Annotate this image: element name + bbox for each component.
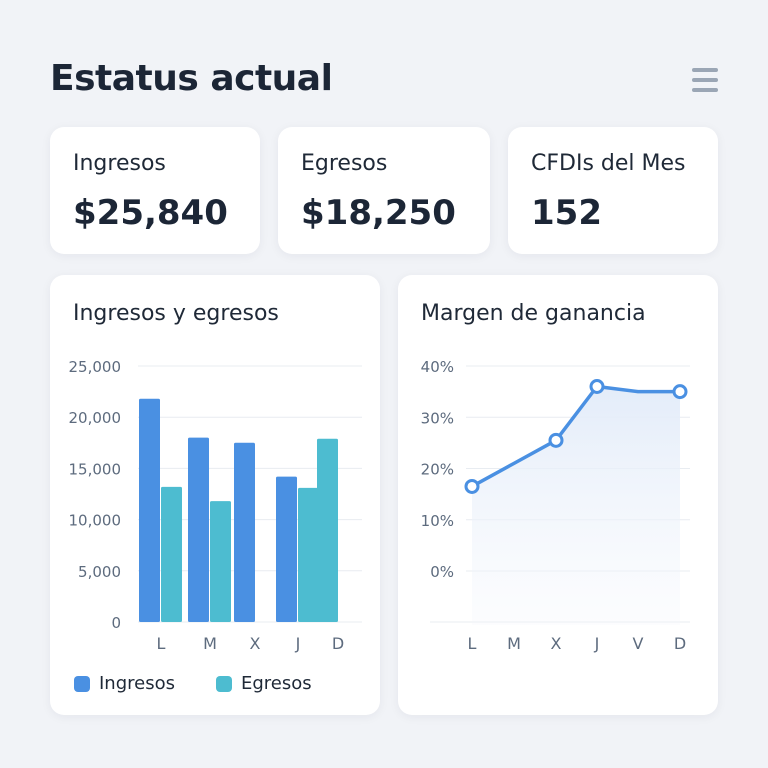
bar-egresos [298, 487, 319, 622]
x-tick-label: D [332, 634, 344, 653]
stat-value: $18,250 [301, 193, 456, 233]
x-tick-label: J [594, 634, 600, 653]
x-tick-label: X [250, 634, 261, 653]
stat-card-egresos: Egresos $18,250 [278, 127, 490, 254]
y-tick-label: 20,000 [69, 409, 122, 427]
data-point [548, 432, 564, 448]
bar-ingresos [139, 398, 160, 622]
y-tick-label: 0 [111, 614, 121, 632]
line-chart: 0% 10% 20% 30% 40% L M X J V D [421, 358, 690, 653]
bar-ingresos [276, 476, 297, 622]
bar-egresos [161, 486, 182, 622]
stat-label: Ingresos [73, 151, 166, 176]
stat-label: CFDIs del Mes [531, 151, 686, 176]
stat-card-ingresos: Ingresos $25,840 [50, 127, 260, 254]
x-tick-label: L [157, 634, 166, 653]
y-tick-label: 15,000 [69, 460, 122, 478]
x-tick-label: L [468, 634, 477, 653]
bar-chart-card: Ingresos y egresos 0 5,000 10,000 15,000 20,… [50, 275, 380, 715]
data-point [589, 379, 605, 394]
page-title: Estatus actual [50, 58, 333, 99]
menu-line [692, 68, 718, 72]
y-tick-label: 40% [421, 358, 454, 376]
x-tick-label: M [507, 634, 521, 653]
y-tick-label: 30% [421, 409, 454, 427]
bar-ingresos [234, 442, 255, 622]
legend-swatch [74, 675, 90, 692]
legend-egresos: Egresos [216, 673, 312, 694]
legend-ingresos: Ingresos [74, 673, 175, 694]
x-tick-label: M [203, 634, 217, 653]
legend-label: Egresos [241, 673, 312, 694]
y-tick-label: 0% [430, 563, 454, 581]
stat-value: $25,840 [73, 193, 228, 233]
data-point [464, 478, 480, 494]
x-tick-label: D [674, 634, 686, 653]
hamburger-menu-icon[interactable] [692, 67, 718, 93]
line-chart-card: Margen de ganancia 0% 10% 20% 30% 40% L M X J V D [398, 275, 718, 715]
y-tick-label: 5,000 [78, 563, 121, 581]
menu-line [692, 78, 718, 82]
stat-card-cfdis: CFDIs del Mes 152 [508, 127, 718, 254]
data-point [672, 384, 688, 400]
y-tick-label: 10,000 [69, 512, 122, 530]
legend-label: Ingresos [99, 673, 175, 694]
stat-value: 152 [531, 193, 602, 233]
legend-swatch [216, 675, 232, 692]
y-tick-label: 20% [421, 461, 454, 479]
bar-ingresos [188, 437, 209, 622]
area-fill [472, 386, 680, 625]
y-tick-label: 25,000 [69, 358, 122, 376]
menu-line [692, 88, 718, 92]
series-line [470, 384, 682, 489]
x-tick-label: X [551, 634, 562, 653]
bar-chart: 0 5,000 10,000 15,000 20,000 25,000 L M X J D [69, 358, 362, 653]
bar-egresos [210, 501, 231, 622]
x-tick-label: V [633, 634, 644, 653]
stat-label: Egresos [301, 151, 388, 176]
y-tick-label: 10% [421, 512, 454, 530]
x-tick-label: J [295, 634, 301, 653]
bar-egresos [317, 438, 338, 622]
chart-title: Ingresos y egresos [73, 301, 279, 326]
chart-title: Margen de ganancia [421, 301, 646, 326]
